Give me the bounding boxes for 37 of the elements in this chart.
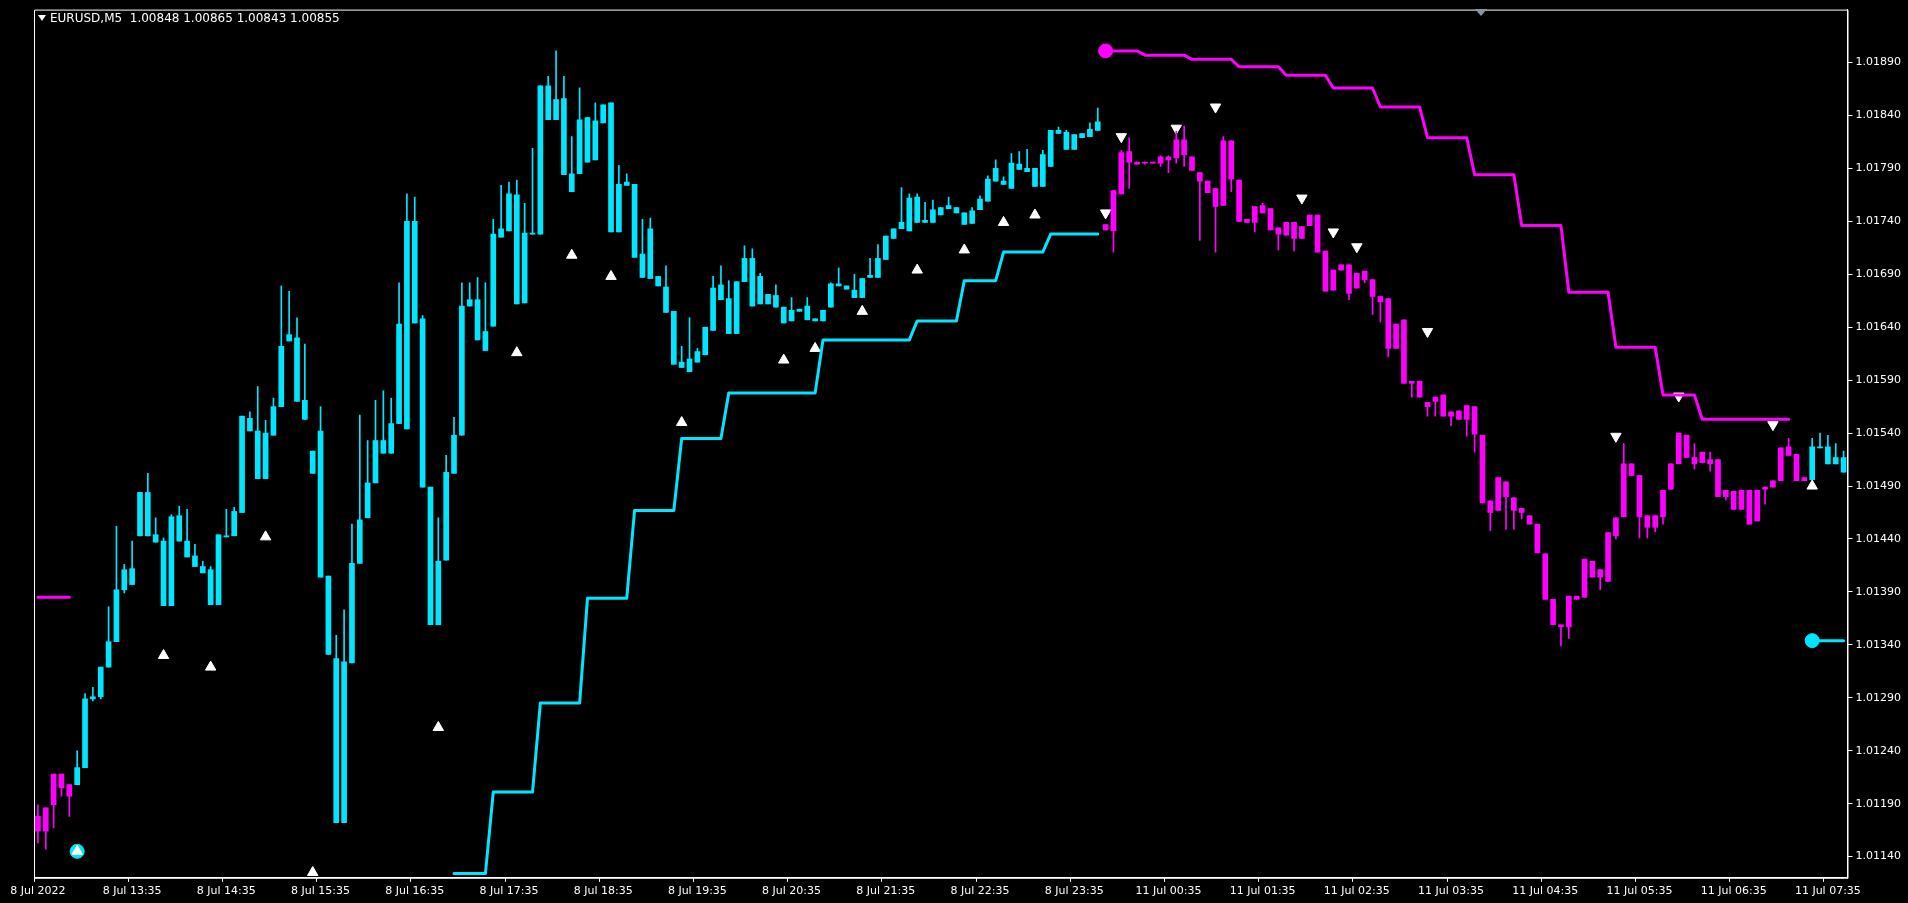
x-tick-label: 11 Jul 06:35: [1700, 884, 1767, 898]
x-tick-label: 8 Jul 17:35: [479, 884, 539, 898]
x-tick-label: 11 Jul 05:35: [1606, 884, 1673, 898]
x-tick-label: 8 Jul 2022: [10, 884, 66, 898]
x-tick-label: 8 Jul 19:35: [667, 884, 727, 898]
x-tick-label: 11 Jul 00:35: [1135, 884, 1202, 898]
y-tick-label: 1.01240: [1855, 743, 1902, 757]
x-tick-label: 8 Jul 22:35: [950, 884, 1010, 898]
y-tick-label: 1.01790: [1855, 161, 1902, 175]
x-tick-label: 8 Jul 16:35: [385, 884, 445, 898]
x-tick-label: 8 Jul 21:35: [856, 884, 916, 898]
y-tick-label: 1.01740: [1855, 214, 1902, 228]
x-tick-label: 8 Jul 18:35: [573, 884, 633, 898]
x-tick-label: 8 Jul 20:35: [762, 884, 822, 898]
y-tick-label: 1.01190: [1855, 796, 1902, 810]
x-tick-label: 11 Jul 01:35: [1229, 884, 1296, 898]
x-tick-label: 8 Jul 23:35: [1044, 884, 1104, 898]
y-tick-label: 1.01690: [1855, 267, 1902, 281]
y-tick-label: 1.01140: [1855, 849, 1902, 863]
x-tick-label: 8 Jul 15:35: [291, 884, 351, 898]
y-tick-label: 1.01390: [1855, 584, 1902, 598]
y-tick-label: 1.01440: [1855, 531, 1902, 545]
x-tick-label: 11 Jul 03:35: [1418, 884, 1485, 898]
y-tick-label: 1.01540: [1855, 425, 1902, 439]
y-tick-label: 1.01840: [1855, 108, 1902, 122]
x-tick-label: 8 Jul 13:35: [102, 884, 162, 898]
chart-title: EURUSD,M5 1.00848 1.00865 1.00843 1.00855: [50, 11, 340, 25]
y-tick-label: 1.01590: [1855, 373, 1902, 387]
y-tick-label: 1.01340: [1855, 637, 1902, 651]
y-tick-label: 1.01490: [1855, 478, 1902, 492]
x-tick-label: 11 Jul 02:35: [1323, 884, 1390, 898]
x-tick-label: 8 Jul 14:35: [196, 884, 256, 898]
y-tick-label: 1.01890: [1855, 55, 1902, 69]
x-tick-label: 11 Jul 04:35: [1512, 884, 1579, 898]
y-tick-label: 1.01640: [1855, 320, 1902, 334]
y-tick-label: 1.01290: [1855, 690, 1902, 704]
x-tick-label: 11 Jul 07:35: [1794, 884, 1861, 898]
